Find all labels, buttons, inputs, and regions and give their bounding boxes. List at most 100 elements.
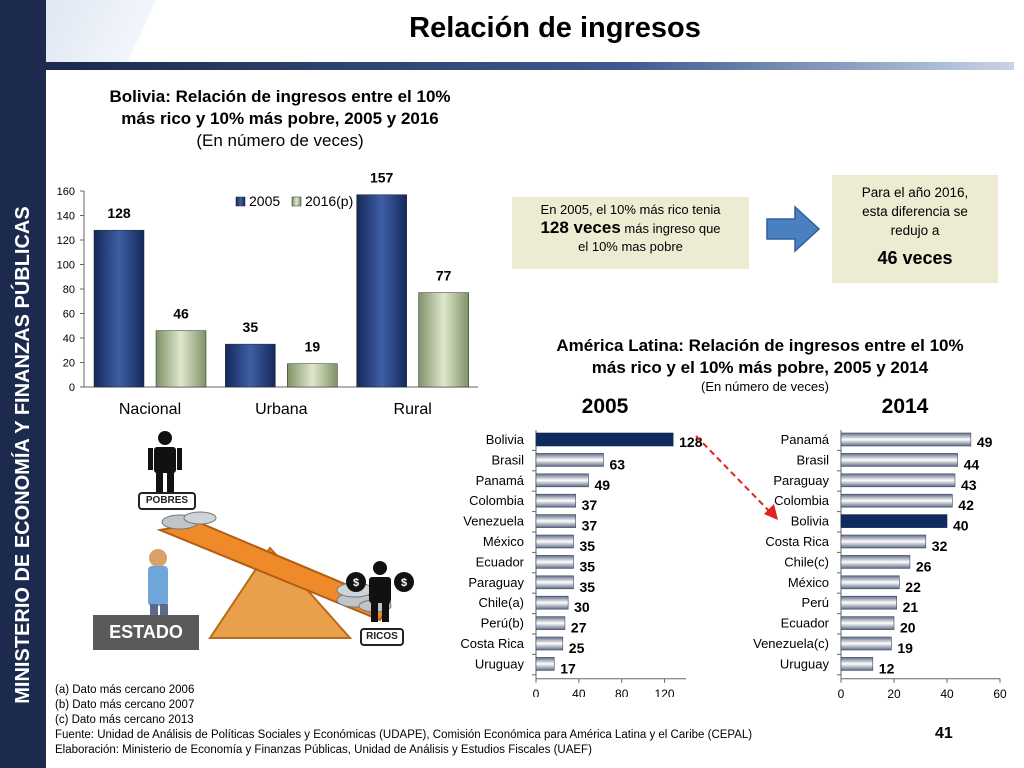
bar-Colombia (535, 493, 576, 508)
bar-Costa Rica (840, 534, 927, 549)
bar-México (535, 534, 574, 549)
bar-value-label: 35 (580, 558, 596, 574)
bar-2016(p)-Rural (418, 292, 469, 388)
legend-swatch-2005 (235, 196, 246, 207)
bar-2016(p)-Nacional (155, 330, 207, 388)
category-label: México (483, 534, 524, 549)
svg-text:$: $ (401, 577, 407, 589)
callout-2016-line3: redujo a (890, 223, 940, 238)
bar-value-label: 35 (243, 319, 259, 335)
callout-2005-line3: el 10% mas pobre (578, 239, 683, 254)
authorship-note: Elaboración: Ministerio de Economía y Fi… (55, 744, 592, 756)
inequality-illustration: POBRES $ $ RICOS ESTADO (90, 430, 430, 660)
x-tick-label: 0 (533, 687, 540, 697)
bar-value-label: 19 (897, 640, 913, 656)
callout-2016-line1: Para el año 2016, (861, 185, 969, 200)
latam-chart-title: América Latina: Relación de ingresos ent… (505, 335, 1015, 379)
bar-value-label: 27 (571, 620, 587, 636)
bar-Bolivia (840, 514, 948, 528)
seesaw-drawing (148, 511, 392, 639)
category-label: Panamá (476, 473, 525, 488)
chart-year-title: 2014 (882, 395, 929, 418)
legend-swatch-2016(p) (291, 196, 302, 207)
bolivia-chart-title: Bolivia: Relación de ingresos entre el 1… (70, 86, 490, 152)
category-label: México (788, 575, 829, 590)
latam-chart-subtitle: (En número de veces) (701, 379, 829, 394)
category-label: Ecuador (781, 616, 830, 631)
dashed-arrow-line (695, 435, 773, 515)
pobres-tag: POBRES (138, 492, 196, 510)
bar-value-label: 19 (305, 339, 321, 355)
bolivia-chart-subtitle: (En número de veces) (196, 131, 364, 150)
x-tick-label: 60 (993, 687, 1007, 701)
title-underline-bar (46, 62, 1014, 70)
footnotes: (a) Dato más cercano 2006 (b) Dato más c… (55, 683, 945, 758)
callout-2005: En 2005, el 10% más rico tenia 128 veces… (512, 197, 749, 269)
category-label: Colombia (469, 493, 525, 508)
bar-value-label: 77 (436, 268, 452, 284)
bar-value-label: 43 (961, 477, 977, 493)
category-label: Perú (802, 595, 829, 610)
legend-label: 2016(p) (305, 193, 353, 209)
bar-value-label: 44 (964, 456, 980, 472)
y-tick-label: 160 (57, 186, 75, 198)
source-note: Fuente: Unidad de Análisis de Políticas … (55, 729, 753, 741)
y-tick-label: 40 (63, 333, 75, 345)
bolivia-bar-chart: 0 20 40 60 80 100 120 140 160 128 46 Nacional 35 19 Ur… (57, 170, 478, 418)
y-tick-label: 80 (63, 284, 75, 296)
bar-value-label: 17 (560, 660, 576, 676)
bar-Brasil (840, 453, 958, 467)
bolivia-chart-title-line1: Bolivia: Relación de ingresos entre el 1… (109, 87, 451, 106)
y-tick-label: 20 (63, 358, 75, 370)
x-category-label: Urbana (255, 401, 308, 418)
latam-chart-title-line2: más rico y el 10% más pobre, 2005 y 2014 (591, 358, 929, 377)
x-tick-label: 120 (655, 687, 675, 697)
bar-value-label: 40 (953, 518, 969, 534)
bolivia-link-arrow (695, 435, 778, 520)
latam-chart-title-line1: América Latina: Relación de ingresos ent… (556, 336, 964, 355)
bar-Colombia (840, 493, 953, 508)
footnote-c: (c) Dato más cercano 2013 (55, 714, 194, 726)
footnote-b: (b) Dato más cercano 2007 (55, 699, 195, 711)
bar-Chile(c) (840, 555, 911, 569)
bar-value-label: 32 (932, 538, 948, 554)
bar-Ecuador (840, 616, 895, 630)
y-tick-label: 120 (57, 235, 75, 247)
bar-value-label: 46 (173, 306, 189, 322)
category-label: Venezuela (463, 514, 524, 529)
dashed-arrow-head (764, 504, 778, 520)
ministry-name: MINISTERIO DE ECONOMÍA Y FINANZAS PÚBLIC… (12, 206, 34, 704)
legend-label: 2005 (249, 193, 280, 209)
latam-2014-bar-chart: 2014 0 20 40 60 Panamá 49 Brasil 44 Paraguay 43 Col… (753, 395, 1007, 701)
bar-value-label: 37 (582, 518, 598, 534)
bar-Uruguay (840, 657, 874, 671)
callout-2005-line2: 128 veces más ingreso que (512, 219, 749, 238)
category-label: Chile(c) (784, 554, 829, 569)
bar-value-label: 21 (903, 599, 919, 615)
category-label: Ecuador (476, 554, 525, 569)
bar-value-label: 42 (958, 497, 974, 513)
bolivia-chart-title-line2: más rico y 10% más pobre, 2005 y 2016 (121, 109, 439, 128)
x-tick-label: 40 (940, 687, 954, 701)
bar-value-label: 30 (574, 599, 590, 615)
category-label: Venezuela(c) (753, 636, 829, 651)
bar-Venezuela (535, 514, 576, 528)
y-tick-label: 140 (57, 211, 75, 223)
category-label: Bolivia (486, 432, 525, 447)
bar-value-label: 20 (900, 620, 916, 636)
y-tick-label: 0 (69, 382, 75, 394)
x-tick-label: 80 (615, 687, 629, 697)
chart-year-title: 2005 (582, 395, 629, 418)
callout-2016-line2: esta diferencia se (862, 204, 968, 219)
poor-person-icon (148, 431, 182, 492)
bar-value-label: 63 (610, 456, 626, 472)
bar-value-label: 37 (582, 497, 598, 513)
x-tick-label: 0 (838, 687, 845, 701)
category-label: Colombia (774, 493, 830, 508)
category-label: Brasil (796, 452, 829, 467)
x-category-label: Rural (394, 401, 432, 418)
header-decoration (46, 0, 196, 70)
bar-Ecuador (535, 555, 574, 569)
y-tick-label: 100 (57, 260, 75, 272)
